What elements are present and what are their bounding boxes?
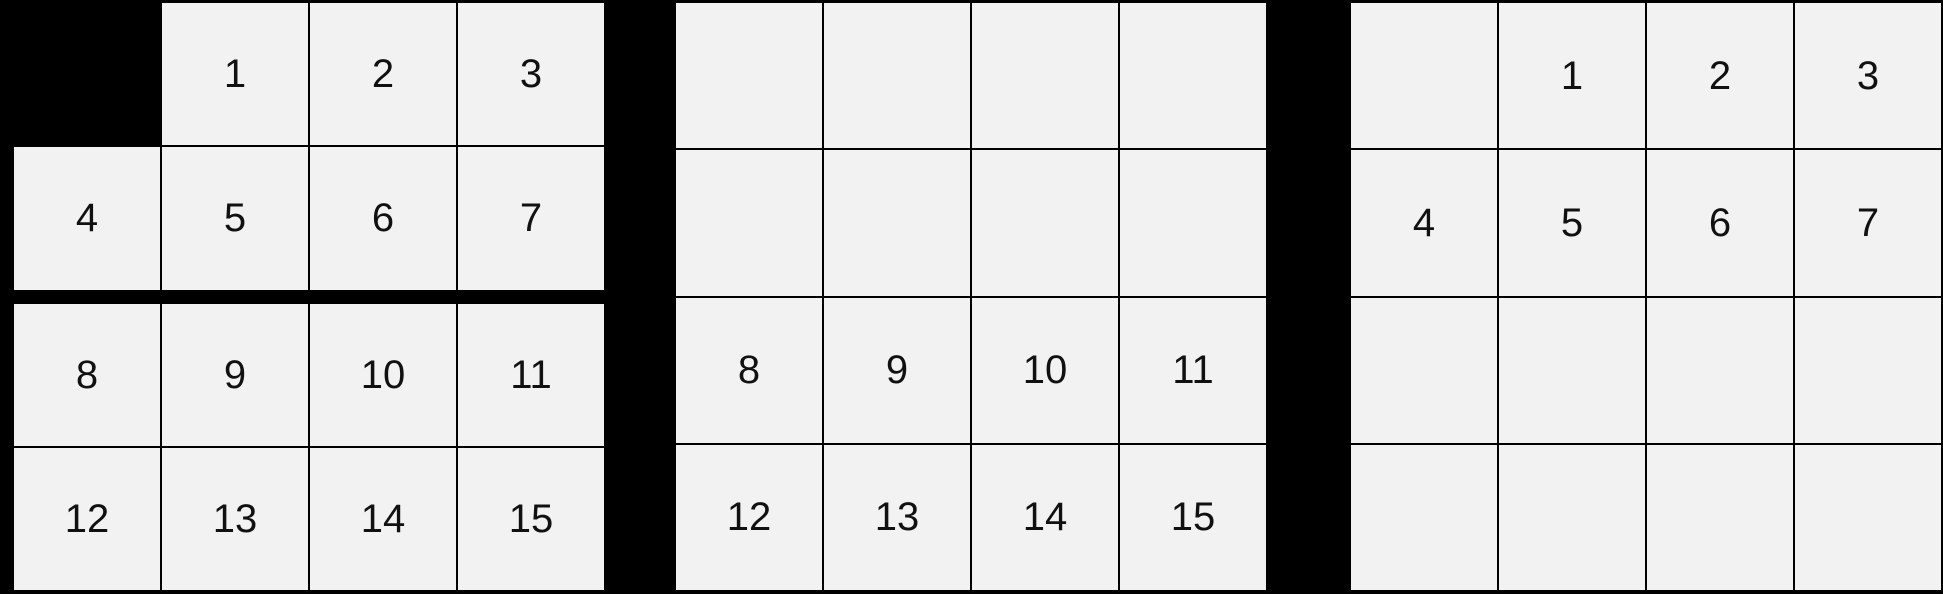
tile-cell-8: 8 <box>14 303 160 446</box>
empty-cell <box>1351 444 1497 590</box>
empty-cell <box>824 150 970 296</box>
empty-cell <box>972 3 1118 149</box>
tile-cell-10: 10 <box>972 297 1118 443</box>
empty-cell <box>1120 150 1266 296</box>
tile-cell-1: 1 <box>162 3 308 146</box>
empty-cell <box>676 3 822 149</box>
grid-section: 8 9 10 11 12 13 14 15 <box>676 3 1266 590</box>
tile-cell-4: 4 <box>14 147 160 290</box>
empty-cell <box>1795 297 1941 443</box>
tile-cell-8: 8 <box>676 297 822 443</box>
empty-cell <box>1120 3 1266 149</box>
tile-cell-15: 15 <box>458 447 604 590</box>
tile-cell-9: 9 <box>824 297 970 443</box>
tile-cell-10: 10 <box>310 303 456 446</box>
empty-cell <box>1351 297 1497 443</box>
tile-cell-7: 7 <box>1795 150 1941 296</box>
empty-cell <box>1351 3 1497 149</box>
empty-cell <box>1647 444 1793 590</box>
tile-cell-6: 6 <box>1647 150 1793 296</box>
tile-cell-12: 12 <box>676 444 822 590</box>
tile-cell-2: 2 <box>1647 3 1793 149</box>
puzzle-grid-left: 1 2 3 4 5 6 7 8 9 10 11 12 13 14 15 <box>14 3 604 590</box>
tile-cell-11: 11 <box>458 303 604 446</box>
empty-cell <box>972 150 1118 296</box>
empty-cell <box>1499 444 1645 590</box>
tile-cell-14: 14 <box>310 447 456 590</box>
empty-cell <box>1499 297 1645 443</box>
tile-cell-11: 11 <box>1120 297 1266 443</box>
empty-cell <box>1795 444 1941 590</box>
empty-cell <box>676 150 822 296</box>
tile-cell-9: 9 <box>162 303 308 446</box>
empty-cell <box>824 3 970 149</box>
tile-cell-12: 12 <box>14 447 160 590</box>
tile-cell-13: 13 <box>824 444 970 590</box>
missing-cell <box>14 3 160 146</box>
tile-cell-15: 15 <box>1120 444 1266 590</box>
grid-section: 8 9 10 11 12 13 14 15 <box>14 303 604 590</box>
tile-cell-14: 14 <box>972 444 1118 590</box>
tile-cell-3: 3 <box>1795 3 1941 149</box>
empty-cell <box>1647 297 1793 443</box>
tile-cell-3: 3 <box>458 3 604 146</box>
tile-cell-13: 13 <box>162 447 308 590</box>
tile-cell-5: 5 <box>162 147 308 290</box>
tile-cell-4: 4 <box>1351 150 1497 296</box>
tile-cell-1: 1 <box>1499 3 1645 149</box>
tile-cell-2: 2 <box>310 3 456 146</box>
puzzle-grid-middle: 8 9 10 11 12 13 14 15 <box>676 3 1266 590</box>
tile-cell-7: 7 <box>458 147 604 290</box>
tile-cell-6: 6 <box>310 147 456 290</box>
tile-cell-5: 5 <box>1499 150 1645 296</box>
